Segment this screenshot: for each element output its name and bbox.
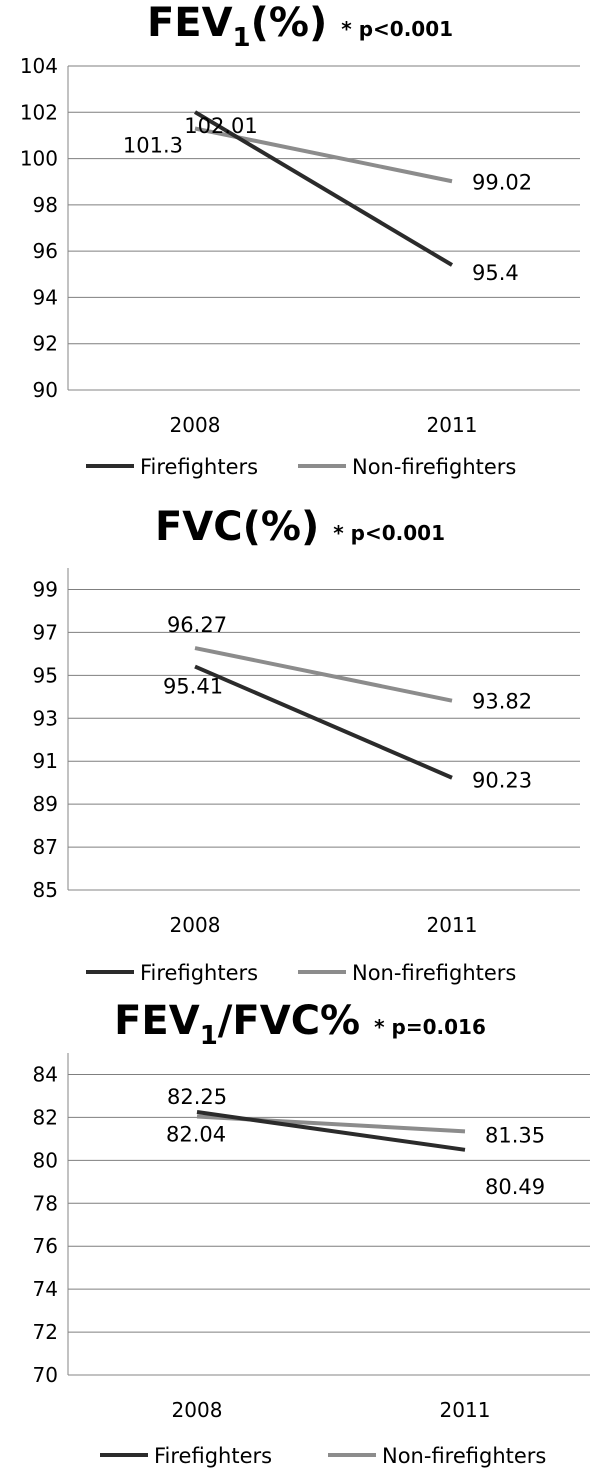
- y-tick-label: 74: [33, 1277, 58, 1301]
- series-line-firefighters: [196, 1110, 466, 1152]
- y-tick-label: 102: [20, 100, 58, 124]
- chart-title-suffix: (%): [250, 0, 328, 46]
- significance-note: * p<0.001: [341, 17, 454, 41]
- data-label: 96.27: [167, 613, 227, 637]
- y-tick-label: 76: [33, 1234, 58, 1258]
- chart-title: FVC(%) * p<0.001: [0, 504, 600, 557]
- data-label: 80.49: [485, 1175, 545, 1199]
- data-label: 82.04: [166, 1123, 226, 1147]
- series-line-firefighters: [193, 110, 454, 267]
- chart-title-suffix: /FVC%: [217, 998, 361, 1044]
- legend-label: Firefighters: [154, 1444, 272, 1468]
- x-tick-label: 2008: [170, 913, 221, 937]
- y-tick-label: 99: [33, 577, 58, 601]
- y-tick-label: 91: [33, 749, 58, 773]
- data-label: 102.01: [184, 114, 257, 138]
- chart-title: FEV1(%) * p<0.001: [0, 0, 600, 53]
- data-label: 95.4: [472, 261, 519, 285]
- y-tick-label: 96: [33, 239, 58, 263]
- y-tick-label: 94: [33, 285, 58, 309]
- significance-note: * p<0.001: [333, 521, 446, 545]
- x-tick-label: 2008: [172, 1398, 223, 1422]
- y-tick-label: 89: [33, 792, 58, 816]
- legend-label: Non-firefighters: [352, 961, 516, 985]
- chart-title-subscript: 1: [199, 1021, 218, 1051]
- series-line-non-firefighters: [194, 646, 453, 703]
- fev1-fvc-plot: 70 72 74 76 78 80 82 84 2008 2011 82.25 80.49 82.04 8…: [33, 1053, 590, 1468]
- y-tick-label: 100: [20, 147, 58, 171]
- fev1-plot: 90 92 94 96 98 100 102 104 2008 2011 102.01 95.4 101…: [20, 54, 580, 479]
- y-tick-label: 72: [33, 1320, 58, 1344]
- chart-title-subscript: 1: [232, 23, 251, 53]
- data-label: 90.23: [472, 769, 532, 793]
- chart-title-main: FEV: [114, 998, 200, 1044]
- y-tick-label: 98: [33, 193, 58, 217]
- y-tick-label: 82: [33, 1105, 58, 1129]
- legend-label: Non-firefighters: [352, 455, 516, 479]
- chart-title-main: FEV: [146, 0, 233, 46]
- data-label: 101.3: [123, 133, 183, 157]
- y-tick-label: 97: [33, 620, 58, 644]
- y-tick-label: 87: [33, 835, 58, 859]
- y-tick-label: 80: [33, 1148, 58, 1172]
- fev1-fvc-chart: FEV1/FVC% * p=0.016 70 72 74 76 78 80 82 84 2008 2…: [0, 988, 600, 1476]
- data-label: 99.02: [472, 170, 532, 194]
- y-tick-label: 92: [33, 332, 58, 356]
- y-tick-label: 84: [33, 1062, 58, 1086]
- series-line-firefighters: [194, 664, 453, 780]
- data-label: 95.41: [163, 675, 223, 699]
- fev1-chart: FEV1(%) * p<0.001 90 92 94 96 98 100 102 104 2008…: [0, 0, 600, 490]
- data-label: 82.25: [167, 1085, 227, 1109]
- chart-title: FEV1/FVC% * p=0.016: [0, 998, 600, 1051]
- fvc-plot: 85 87 89 91 93 95 97 99 2008 2011 95.41 90.23 96.27 9…: [33, 568, 580, 985]
- data-label: 81.35: [485, 1123, 545, 1147]
- x-tick-label: 2011: [427, 413, 478, 437]
- y-tick-label: 90: [33, 378, 58, 402]
- chart-title-main: FVC(%): [154, 504, 320, 550]
- legend-label: Firefighters: [140, 961, 258, 985]
- y-tick-label: 104: [20, 54, 58, 78]
- x-tick-label: 2011: [440, 1398, 491, 1422]
- significance-note: * p=0.016: [374, 1015, 486, 1039]
- legend-label: Firefighters: [140, 455, 258, 479]
- y-tick-label: 70: [33, 1363, 58, 1387]
- y-tick-label: 85: [33, 878, 58, 902]
- data-label: 93.82: [472, 690, 532, 714]
- y-tick-label: 93: [33, 706, 58, 730]
- fvc-chart: FVC(%) * p<0.001 85 87 89 91 93 95 97 99 2008 2011…: [0, 498, 600, 988]
- legend-label: Non-firefighters: [382, 1444, 546, 1468]
- y-tick-label: 95: [33, 663, 58, 687]
- y-tick-label: 78: [33, 1191, 58, 1215]
- x-tick-label: 2008: [170, 413, 221, 437]
- x-tick-label: 2011: [427, 913, 478, 937]
